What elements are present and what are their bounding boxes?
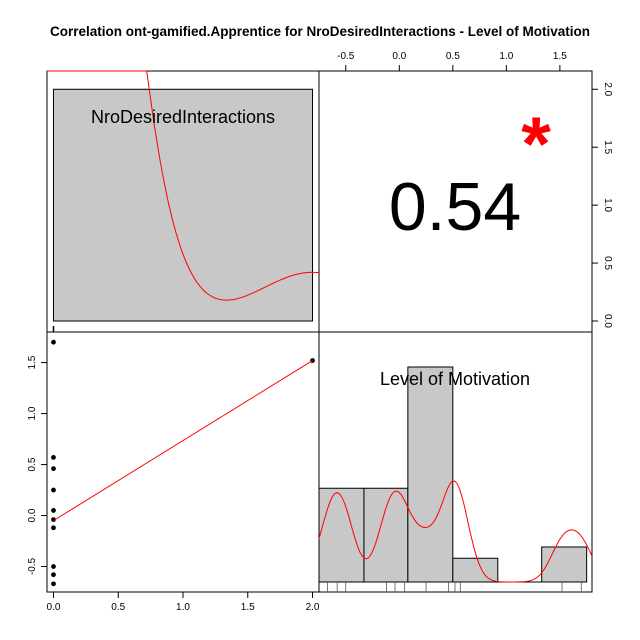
right-axis-tick-label: 1.5 — [602, 140, 613, 154]
density-curve — [47, 70, 320, 301]
bottom-axis-tick-label: 1.0 — [176, 602, 190, 613]
right-axis-tick-label: 1.0 — [602, 198, 613, 212]
scatter-point — [51, 517, 56, 523]
scatter-point — [51, 572, 56, 578]
bottom-axis-tick-label: 1.5 — [241, 602, 255, 613]
histogram-bar — [52, 88, 314, 322]
fit-line — [53, 360, 313, 522]
top-axis-tick-label: 1.0 — [499, 51, 513, 62]
histogram-bar — [452, 557, 499, 583]
left-axis-tick-label: 0.5 — [27, 457, 38, 471]
scatter-panel — [51, 339, 315, 587]
histogram-bar — [318, 487, 365, 583]
scatter-point — [51, 564, 56, 569]
scatter-point — [51, 466, 56, 472]
right-axis-tick-label: 2.0 — [602, 82, 613, 96]
left-axis-tick-label: 1.5 — [27, 355, 38, 369]
variable-label-level-of-motivation: Level of Motivation — [380, 369, 530, 389]
scatter-point — [51, 339, 56, 345]
left-axis-tick-label: 0.0 — [27, 508, 38, 522]
correlation-value: 0.54 — [389, 169, 521, 245]
density-curve — [318, 480, 593, 583]
panel-bottom-left — [46, 331, 320, 593]
chart-title: Correlation ont-gamified.Apprentice for … — [50, 24, 590, 39]
bottom-axis-tick-label: 0.5 — [111, 602, 125, 613]
axes: -0.5 0.0 0.5 1.0 1.5 0.0 0.5 1.0 1.5 2.0 0.0 0.5 1.0… — [27, 51, 613, 613]
bottom-axis-tick-label: 2.0 — [306, 602, 320, 613]
left-axis-tick-label: -0.5 — [27, 557, 38, 575]
left-axis-tick-label: 1.0 — [27, 406, 38, 420]
histogram-bar — [363, 487, 409, 583]
top-axis-tick-label: 0.0 — [392, 51, 406, 62]
top-axis-tick-label: -0.5 — [337, 51, 355, 62]
top-axis-tick-label: 0.5 — [446, 51, 460, 62]
scatter-point — [51, 581, 56, 587]
bottom-axis-tick-label: 0.0 — [47, 602, 61, 613]
top-axis-tick-label: 1.5 — [553, 51, 567, 62]
histogram-level-of-motivation — [318, 366, 593, 592]
histogram-bar — [407, 366, 454, 583]
scatter-point — [51, 508, 56, 513]
right-axis-tick-label: 0.0 — [602, 314, 613, 328]
panel-bottom-right — [318, 331, 593, 593]
right-axis-tick-label: 0.5 — [602, 256, 613, 270]
histogram-nro-desired-interactions — [47, 70, 320, 332]
scatter-point — [51, 487, 56, 493]
histogram-bar — [541, 546, 588, 583]
variable-label-nro-desired-interactions: NroDesiredInteractions — [91, 107, 275, 127]
significance-star: * — [521, 102, 551, 187]
scatter-point — [51, 525, 56, 531]
correlation-panel: 0.54 * — [389, 102, 551, 245]
scatter-point — [51, 455, 56, 460]
